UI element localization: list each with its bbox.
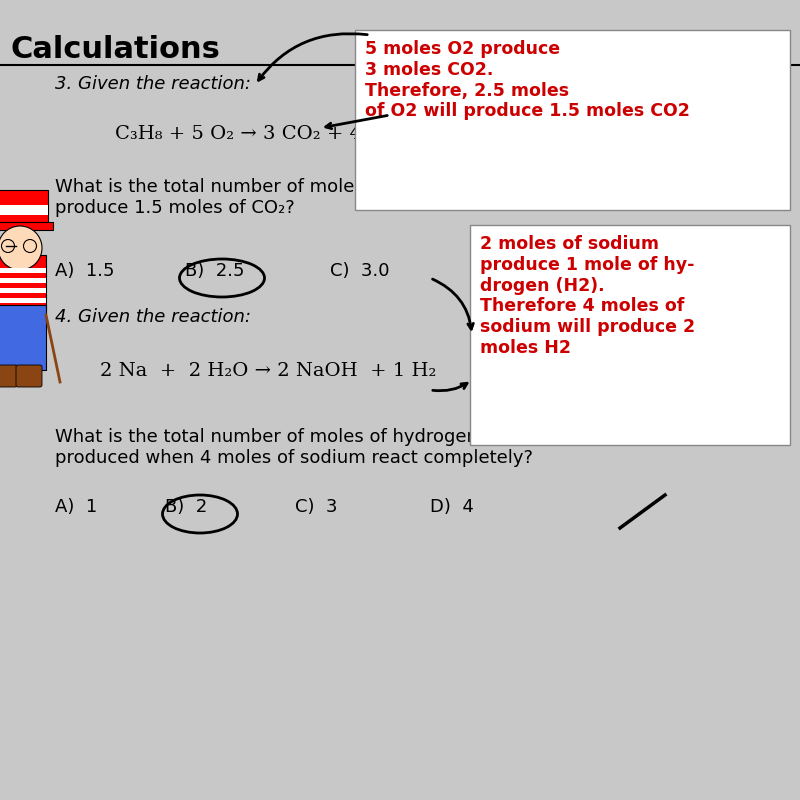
Text: 2 moles of sodium
produce 1 mole of hy-
drogen (H2).
Therefore 4 moles of
sodium: 2 moles of sodium produce 1 mole of hy- …: [480, 235, 695, 357]
Text: 3. Given the reaction:: 3. Given the reaction:: [55, 75, 251, 93]
FancyBboxPatch shape: [0, 268, 46, 273]
Circle shape: [0, 226, 42, 270]
Text: A)  1.5: A) 1.5: [55, 262, 114, 280]
Text: 4. Given the reaction:: 4. Given the reaction:: [55, 308, 251, 326]
Text: B)  2: B) 2: [165, 498, 207, 516]
FancyBboxPatch shape: [0, 365, 17, 387]
Text: 5 moles O2 produce
3 moles CO2.
Therefore, 2.5 moles
of O2 will produce 1.5 mole: 5 moles O2 produce 3 moles CO2. Therefor…: [365, 40, 690, 120]
FancyBboxPatch shape: [470, 225, 790, 445]
Text: D)  5.0: D) 5.0: [475, 262, 536, 280]
Text: D)  4: D) 4: [430, 498, 474, 516]
Text: C₃H₈ + 5 O₂ → 3 CO₂ + 4 H₂O: C₃H₈ + 5 O₂ → 3 CO₂ + 4 H₂O: [115, 125, 410, 143]
FancyBboxPatch shape: [0, 222, 53, 230]
Text: B)  2.5: B) 2.5: [185, 262, 245, 280]
Text: A)  1: A) 1: [55, 498, 98, 516]
FancyBboxPatch shape: [0, 255, 46, 310]
FancyBboxPatch shape: [355, 30, 790, 210]
FancyBboxPatch shape: [16, 365, 42, 387]
FancyBboxPatch shape: [0, 190, 48, 225]
FancyBboxPatch shape: [0, 288, 46, 293]
FancyBboxPatch shape: [0, 298, 46, 303]
Text: What is the total number of moles of hydrogen
produced when 4 moles of sodium re: What is the total number of moles of hyd…: [55, 428, 533, 467]
FancyBboxPatch shape: [0, 278, 46, 283]
Text: 2 Na  +  2 H₂O → 2 NaOH  + 1 H₂: 2 Na + 2 H₂O → 2 NaOH + 1 H₂: [100, 362, 436, 380]
Text: C)  3: C) 3: [295, 498, 338, 516]
Text: Calculations: Calculations: [10, 35, 220, 64]
Text: C)  3.0: C) 3.0: [330, 262, 390, 280]
FancyBboxPatch shape: [0, 305, 46, 370]
FancyBboxPatch shape: [0, 205, 48, 215]
Text: What is the total number of moles of O₂ required to
produce 1.5 moles of CO₂?: What is the total number of moles of O₂ …: [55, 178, 519, 217]
